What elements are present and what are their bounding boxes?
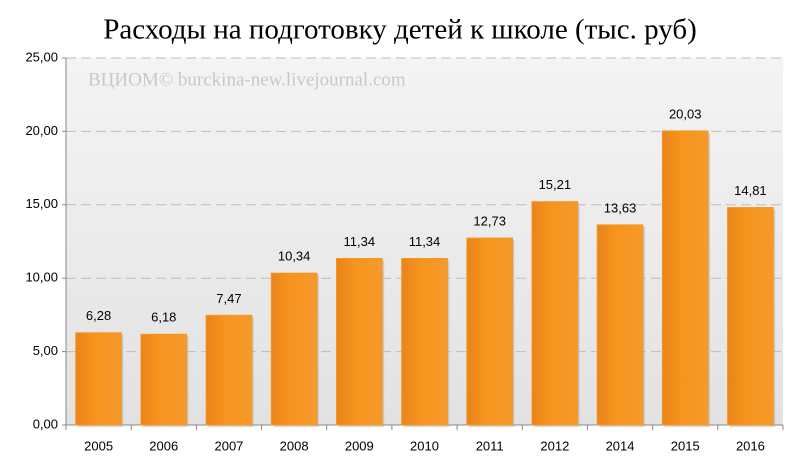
x-tick-label: 2006 bbox=[149, 438, 178, 453]
x-tick-label: 2012 bbox=[540, 438, 569, 453]
y-tick-label: 10,00 bbox=[25, 270, 58, 285]
data-label: 10,34 bbox=[278, 249, 311, 264]
bar bbox=[270, 272, 318, 426]
data-label: 12,73 bbox=[473, 214, 506, 229]
y-tick-label: 20,00 bbox=[25, 123, 58, 138]
bar bbox=[140, 333, 188, 426]
data-label: 20,03 bbox=[669, 106, 702, 121]
data-label: 15,21 bbox=[539, 177, 572, 192]
bar bbox=[531, 201, 579, 426]
x-tick-label: 2015 bbox=[671, 438, 700, 453]
x-tick-label: 2014 bbox=[606, 438, 635, 453]
data-label: 13,63 bbox=[604, 200, 637, 215]
y-tick-label: 0,00 bbox=[33, 416, 58, 431]
data-label: 6,18 bbox=[151, 310, 176, 325]
bar bbox=[401, 258, 448, 426]
x-tick-label: 2009 bbox=[345, 438, 374, 453]
bar bbox=[661, 130, 709, 426]
bar bbox=[75, 332, 122, 426]
y-tick-label: 25,00 bbox=[25, 49, 58, 64]
bar bbox=[596, 224, 644, 426]
x-tick-label: 2010 bbox=[410, 438, 439, 453]
x-tick-label: 2016 bbox=[736, 438, 765, 453]
data-label: 14,81 bbox=[734, 183, 767, 198]
bar bbox=[727, 207, 774, 426]
chart-title: Расходы на подготовку детей к школе (тыс… bbox=[103, 14, 697, 46]
watermark: ВЦИОМ© burckina-new.livejournal.com bbox=[88, 69, 406, 90]
x-tick-label: 2005 bbox=[84, 438, 113, 453]
y-tick-label: 15,00 bbox=[25, 196, 58, 211]
y-tick-label: 5,00 bbox=[33, 343, 58, 358]
data-label: 7,47 bbox=[216, 291, 241, 306]
bar bbox=[466, 237, 513, 426]
data-label: 11,34 bbox=[409, 234, 441, 249]
data-label: 11,34 bbox=[344, 234, 376, 249]
x-tick-label: 2007 bbox=[214, 438, 243, 453]
bar bbox=[205, 314, 253, 426]
data-label: 6,28 bbox=[86, 308, 111, 323]
bar bbox=[336, 258, 383, 426]
x-tick-label: 2011 bbox=[476, 438, 504, 453]
x-tick-label: 2008 bbox=[280, 438, 309, 453]
